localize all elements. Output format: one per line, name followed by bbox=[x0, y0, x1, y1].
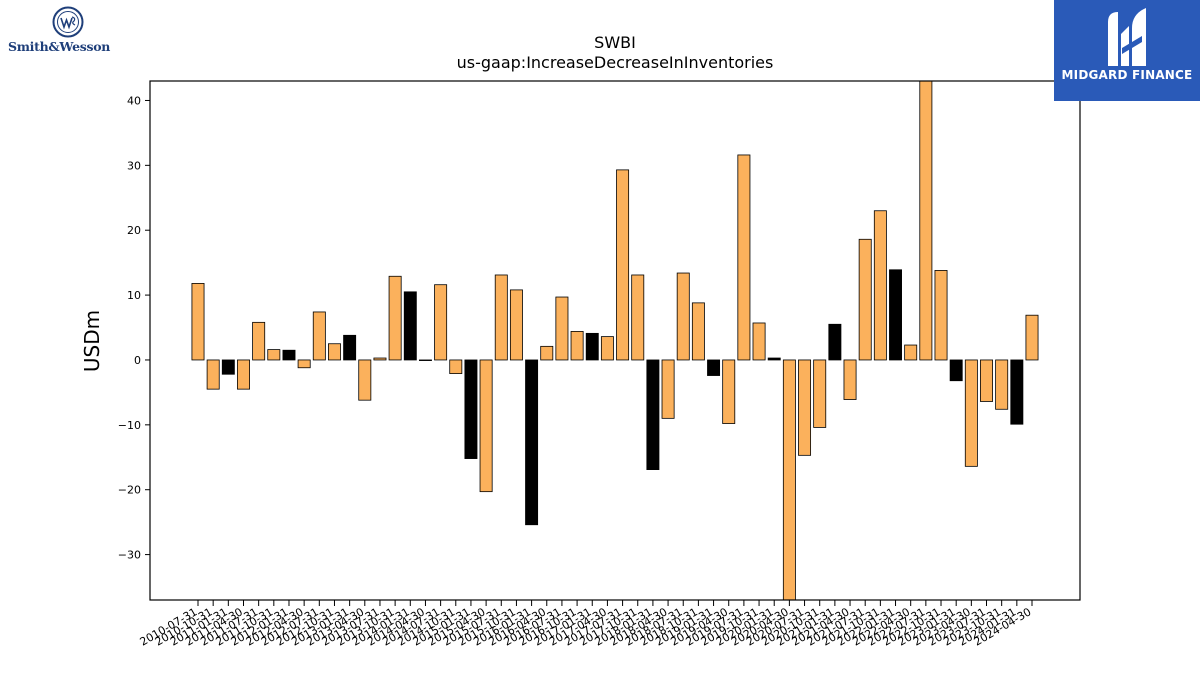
smith-wesson-logo: Smith&Wesson bbox=[6, 6, 130, 58]
smith-wesson-wordmark: Smith&Wesson bbox=[8, 39, 111, 54]
bar bbox=[418, 359, 432, 361]
bar bbox=[661, 359, 675, 419]
plot-frame bbox=[149, 80, 1081, 601]
y-tick-label: −30 bbox=[118, 549, 141, 562]
bar bbox=[631, 274, 645, 361]
y-tick-label: 0 bbox=[134, 354, 141, 367]
bar bbox=[297, 359, 311, 369]
bar bbox=[509, 289, 523, 361]
bar bbox=[828, 323, 842, 361]
midgard-mark-icon bbox=[1108, 8, 1146, 66]
bar bbox=[191, 283, 205, 361]
bar bbox=[221, 359, 235, 375]
bar bbox=[646, 359, 660, 470]
y-axis-label: USDm bbox=[80, 310, 104, 372]
bar bbox=[388, 275, 402, 361]
bars-group bbox=[191, 80, 1039, 601]
midgard-finance-wordmark: MIDGARD FINANCE bbox=[1061, 68, 1193, 82]
bar bbox=[782, 359, 796, 601]
bar bbox=[525, 359, 539, 526]
bar bbox=[919, 80, 933, 361]
y-axis-ticks: −30 −20 −10 0 10 20 30 40 bbox=[118, 94, 150, 562]
sw-emblem-icon bbox=[52, 6, 84, 38]
bar bbox=[434, 284, 448, 361]
bar bbox=[237, 359, 250, 390]
bar bbox=[373, 357, 387, 361]
bar bbox=[267, 349, 281, 361]
bar bbox=[282, 349, 296, 361]
bar bbox=[1025, 314, 1039, 361]
bar bbox=[206, 359, 220, 390]
bar bbox=[600, 336, 614, 361]
bar bbox=[464, 359, 478, 459]
bar bbox=[767, 357, 781, 361]
bar bbox=[737, 154, 751, 361]
bar bbox=[540, 345, 554, 361]
bar bbox=[873, 210, 887, 361]
bar bbox=[980, 359, 993, 402]
bar bbox=[585, 332, 599, 361]
y-tick-label: −20 bbox=[118, 484, 141, 497]
bar bbox=[889, 269, 902, 361]
bar bbox=[798, 359, 812, 456]
bar bbox=[949, 359, 963, 382]
y-tick-label: 20 bbox=[127, 224, 141, 237]
bar bbox=[995, 359, 1009, 410]
bar bbox=[312, 311, 326, 361]
bar bbox=[676, 272, 690, 361]
bar bbox=[691, 302, 705, 361]
bar bbox=[570, 331, 584, 361]
bar bbox=[752, 322, 766, 361]
bar bbox=[252, 321, 266, 361]
bar bbox=[904, 344, 918, 361]
bar bbox=[843, 359, 857, 400]
chart-title: SWBI bbox=[594, 33, 636, 52]
bar bbox=[707, 359, 721, 376]
bar bbox=[722, 359, 736, 424]
bar bbox=[403, 291, 417, 361]
y-tick-label: 10 bbox=[127, 289, 141, 302]
midgard-finance-logo: MIDGARD FINANCE bbox=[1054, 0, 1200, 101]
y-tick-label: 30 bbox=[127, 159, 141, 172]
x-axis-ticks: 2010-07-312010-10-312011-01-312011-04-30… bbox=[138, 600, 1034, 649]
bar bbox=[813, 359, 827, 428]
bar bbox=[964, 359, 978, 467]
bar bbox=[1010, 359, 1024, 425]
y-tick-label: −10 bbox=[118, 419, 141, 432]
bar bbox=[328, 343, 341, 361]
bar bbox=[934, 270, 948, 361]
bar bbox=[858, 238, 872, 361]
chart-subtitle: us-gaap:IncreaseDecreaseInInventories bbox=[457, 53, 774, 72]
bar bbox=[494, 274, 508, 361]
bar bbox=[358, 359, 372, 401]
bar bbox=[343, 334, 357, 361]
bar bbox=[616, 169, 630, 361]
bar bbox=[449, 359, 463, 374]
bar bbox=[479, 359, 493, 493]
y-tick-label: 40 bbox=[127, 94, 141, 107]
bar bbox=[555, 296, 569, 361]
